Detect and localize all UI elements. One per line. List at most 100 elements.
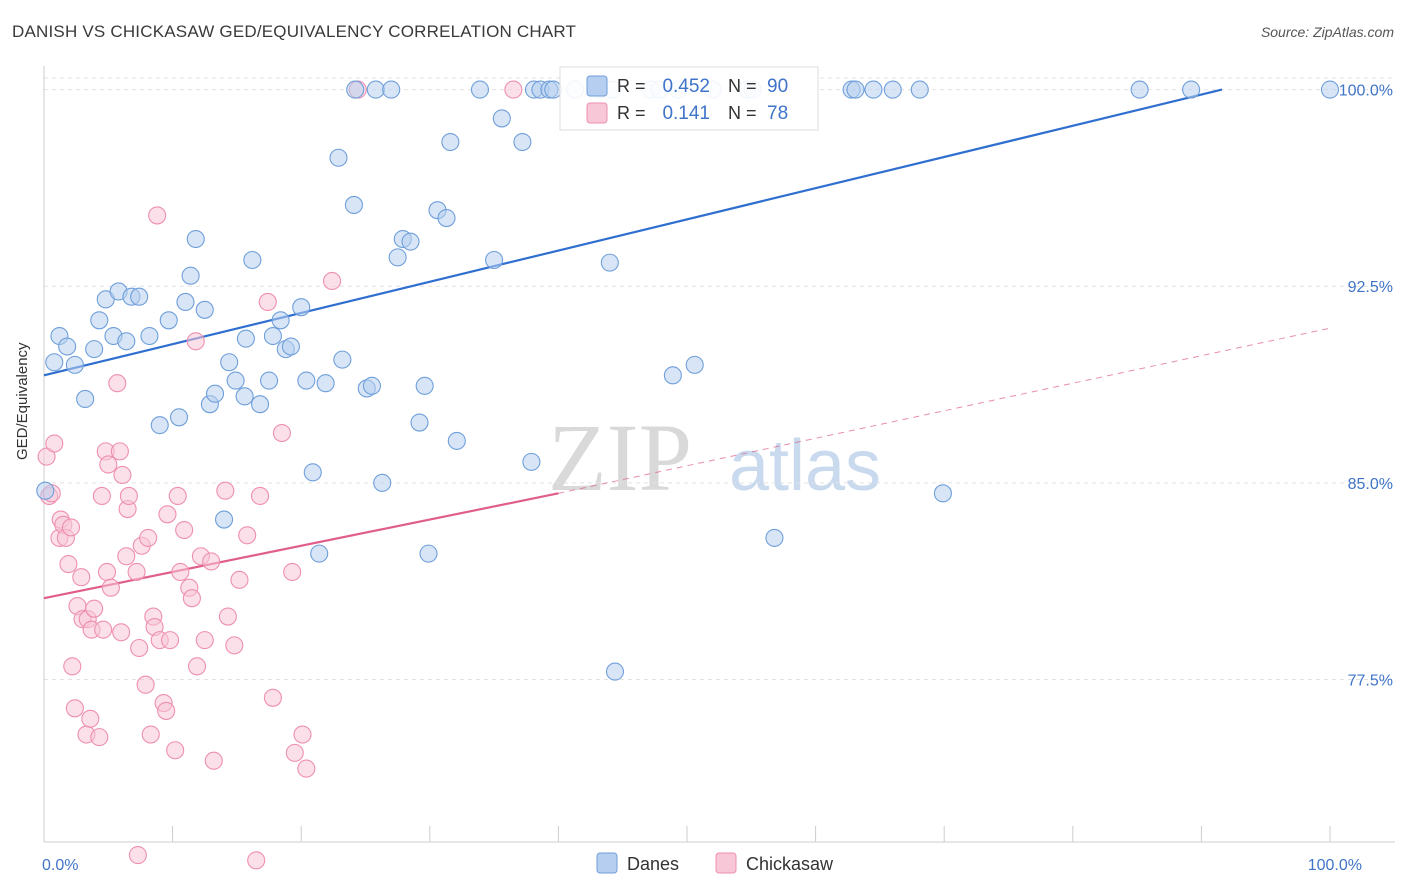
stats-n-value: 90 — [767, 76, 788, 97]
axes: 100.0% 92.5% 85.0% 77.5% 0.0% 100.0% — [42, 66, 1395, 874]
point-danes — [205, 384, 225, 403]
point-danes — [382, 80, 401, 99]
stats-legend-box: R = 0.452 N = 90 R = 0.141 N = 78 — [559, 66, 819, 131]
legend-swatch-danes[interactable] — [596, 852, 618, 874]
point-chickasaw — [293, 725, 312, 744]
y-tick-label: 92.5% — [1348, 279, 1393, 296]
point-chickasaw — [204, 751, 223, 770]
point-danes — [333, 350, 352, 369]
point-danes — [470, 80, 490, 99]
point-danes — [150, 416, 169, 435]
data-points — [36, 80, 1340, 870]
stats-r-value: 0.141 — [662, 103, 710, 124]
point-chickasaw — [130, 638, 149, 658]
point-chickasaw — [166, 741, 185, 760]
point-danes — [605, 662, 625, 681]
point-danes — [236, 329, 255, 348]
point-chickasaw — [168, 486, 187, 505]
point-danes — [441, 132, 460, 152]
watermark-atlas: atlas — [729, 426, 881, 506]
trend-line-danes — [43, 88, 1223, 377]
point-chickasaw — [92, 486, 111, 505]
stats-r-label: R = — [617, 76, 646, 96]
legend-swatch-chickasaw[interactable] — [715, 852, 737, 874]
point-chickasaw — [216, 481, 235, 500]
point-danes — [685, 355, 704, 374]
point-danes — [910, 80, 929, 99]
point-chickasaw — [94, 620, 113, 639]
point-danes — [864, 80, 883, 99]
point-chickasaw — [59, 555, 78, 574]
point-danes — [297, 371, 316, 390]
point-chickasaw — [108, 374, 127, 393]
point-chickasaw — [186, 332, 205, 351]
point-danes — [36, 481, 55, 500]
series-legend[interactable]: Danes Chickasaw — [596, 852, 834, 874]
point-danes — [181, 266, 200, 285]
point-danes — [415, 376, 434, 395]
point-danes — [176, 292, 195, 311]
point-danes — [169, 408, 189, 427]
point-danes — [419, 544, 438, 563]
point-chickasaw — [238, 526, 257, 545]
point-danes — [346, 80, 365, 99]
point-danes — [401, 232, 420, 251]
point-danes — [226, 371, 245, 390]
point-chickasaw — [230, 570, 249, 589]
point-danes — [600, 253, 619, 272]
point-danes — [447, 431, 466, 450]
point-danes — [263, 326, 282, 346]
source-credit: Source: ZipAtlas.com — [1260, 24, 1394, 40]
point-danes — [281, 337, 300, 356]
point-chickasaw — [113, 465, 132, 485]
point-chickasaw — [61, 518, 81, 537]
trend-lines — [43, 88, 1331, 600]
point-chickasaw — [250, 486, 270, 505]
point-chickasaw — [148, 206, 167, 225]
point-chickasaw — [504, 80, 523, 99]
point-chickasaw — [117, 547, 136, 566]
point-danes — [388, 248, 407, 267]
point-chickasaw — [72, 568, 91, 587]
point-chickasaw — [297, 759, 316, 778]
point-danes — [117, 332, 136, 351]
point-chickasaw — [112, 623, 131, 642]
point-chickasaw — [285, 743, 304, 762]
point-danes — [933, 484, 952, 503]
point-chickasaw — [139, 528, 158, 547]
point-chickasaw — [127, 562, 146, 582]
point-danes — [303, 463, 322, 482]
point-danes — [214, 510, 234, 529]
stats-r-label: R = — [617, 103, 646, 123]
legend-label-danes[interactable]: Danes — [627, 854, 679, 874]
point-chickasaw — [45, 434, 64, 453]
point-chickasaw — [110, 442, 129, 461]
point-danes — [544, 80, 563, 99]
point-danes — [140, 326, 159, 346]
point-chickasaw — [218, 607, 237, 626]
x-tick-label: 0.0% — [42, 857, 78, 874]
point-danes — [45, 353, 64, 372]
point-chickasaw — [136, 675, 155, 694]
legend-label-chickasaw[interactable]: Chickasaw — [746, 854, 834, 874]
stats-n-label: N = — [728, 103, 757, 123]
point-chickasaw — [157, 701, 176, 720]
point-danes — [513, 132, 532, 152]
point-danes — [259, 371, 279, 390]
point-danes — [271, 311, 290, 330]
point-chickasaw — [63, 657, 82, 676]
point-danes — [250, 395, 270, 414]
y-tick-label: 77.5% — [1348, 672, 1393, 689]
point-danes — [344, 195, 363, 214]
point-danes — [58, 337, 77, 356]
point-danes — [846, 80, 865, 99]
point-chickasaw — [323, 271, 342, 291]
point-chickasaw — [202, 552, 221, 571]
stats-n-label: N = — [728, 76, 757, 96]
point-danes — [186, 229, 205, 249]
point-danes — [485, 250, 504, 270]
point-chickasaw — [272, 423, 291, 443]
point-danes — [1130, 80, 1149, 99]
point-chickasaw — [225, 636, 244, 655]
